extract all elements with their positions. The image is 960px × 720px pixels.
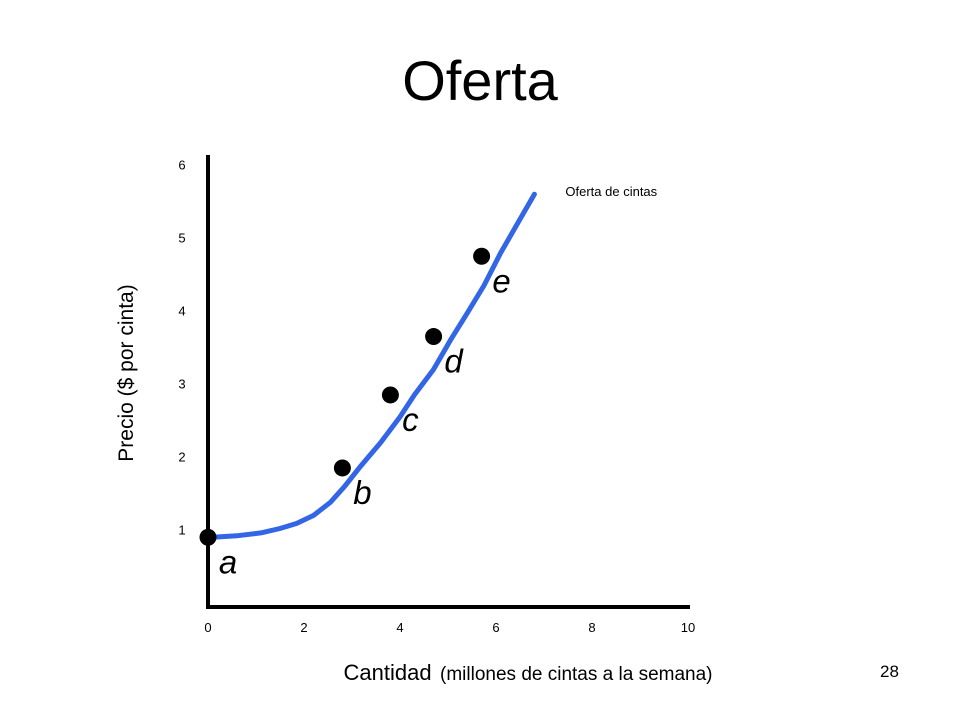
data-label-b: b: [353, 474, 371, 511]
y-tick-label: 3: [178, 377, 185, 392]
x-axis-label: Cantidad (millones de cintas a la semana…: [344, 660, 713, 685]
x-axis-label-note: (millones de cintas a la semana): [440, 664, 712, 685]
chart-series: Oferta de cintas: [210, 184, 658, 540]
x-tick-label: 10: [681, 620, 695, 635]
data-point-c: [381, 386, 399, 404]
x-axis-label-main: Cantidad: [344, 660, 432, 685]
supply-curve-line: [210, 191, 537, 540]
x-tick-label: 2: [300, 620, 307, 635]
data-label-e: e: [492, 262, 510, 299]
chart-axis-labels: Precio ($ por cinta) Cantidad (millones …: [115, 284, 713, 685]
data-label-d: d: [444, 343, 464, 380]
y-axis-label: Precio ($ por cinta): [115, 284, 138, 461]
y-tick-label: 1: [178, 523, 185, 538]
data-point-b: [333, 459, 351, 477]
series-legend-label: Oferta de cintas: [565, 184, 657, 199]
data-point-a: [199, 528, 217, 546]
chart-axes: [206, 155, 690, 609]
chart-points: a bcd e: [199, 247, 511, 580]
y-tick-label: 6: [178, 158, 185, 173]
y-tick-label: 4: [178, 304, 185, 319]
data-point-d: [425, 328, 443, 346]
y-tick-label: 5: [178, 231, 185, 246]
x-tick-label: 8: [588, 620, 595, 635]
data-label-a: a: [219, 543, 237, 580]
y-tick-label: 2: [178, 450, 185, 465]
x-tick-label: 4: [396, 620, 403, 635]
x-tick-label: 0: [204, 620, 211, 635]
x-tick-label: 6: [492, 620, 499, 635]
data-point-e: [473, 247, 491, 265]
page-number: 28: [880, 662, 899, 681]
slide-title: Oferta: [402, 49, 558, 112]
data-label-c: c: [402, 401, 419, 438]
